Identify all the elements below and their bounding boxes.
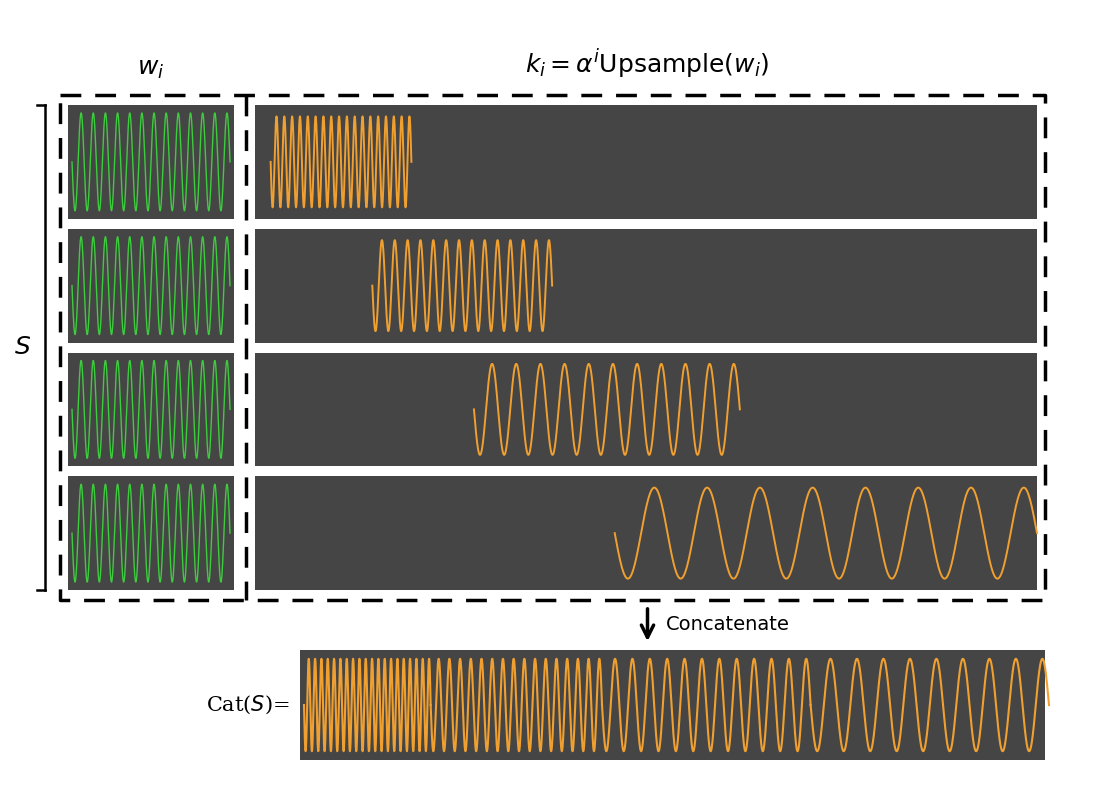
Bar	[68, 229, 234, 342]
Bar	[255, 229, 1037, 342]
Bar	[68, 105, 234, 219]
Bar	[255, 353, 1037, 466]
Bar	[68, 353, 234, 466]
Bar	[300, 650, 1045, 760]
Bar	[255, 105, 1037, 219]
Text: $w_i$: $w_i$	[138, 58, 165, 81]
Bar	[68, 476, 234, 590]
Bar	[255, 476, 1037, 590]
Text: $S$: $S$	[13, 336, 31, 359]
Text: Cat($S$)=: Cat($S$)=	[206, 694, 290, 716]
Text: Concatenate: Concatenate	[665, 615, 790, 634]
Text: $k_i = \alpha^i\mathrm{Upsample}(w_i)$: $k_i = \alpha^i\mathrm{Upsample}(w_i)$	[525, 48, 769, 81]
